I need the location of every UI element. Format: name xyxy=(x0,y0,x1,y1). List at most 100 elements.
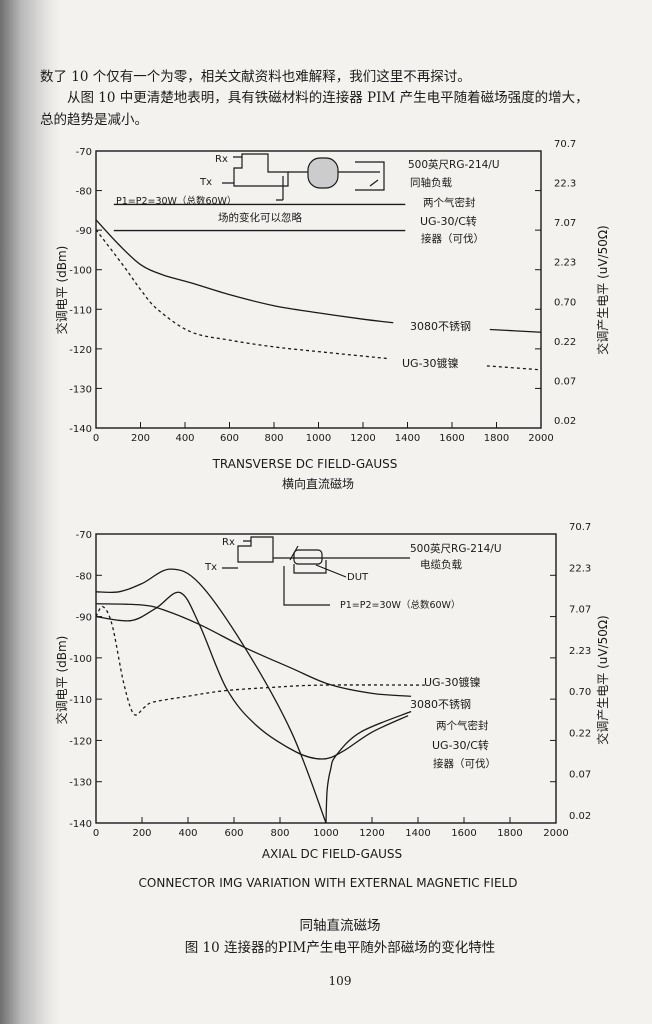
x-tick-label: 200 xyxy=(132,828,151,839)
y-axis-title-right: 交调产生电平 (uV/50Ω) xyxy=(595,615,610,744)
y-tick-label: -90 xyxy=(76,613,92,624)
connector-label-3: 接器（可伐） xyxy=(433,757,496,770)
x-tick-label: 600 xyxy=(220,433,239,444)
y-tick-label-right: 22.3 xyxy=(569,563,591,574)
connector-label-1: 两个气密封 xyxy=(436,719,489,732)
page-number: 109 xyxy=(328,974,352,988)
figure-subcaption: 同轴直流磁场 xyxy=(299,918,381,934)
y-tick-label: -130 xyxy=(69,384,92,395)
x-tick-label: 2000 xyxy=(543,828,568,839)
series-line-0 xyxy=(489,328,542,333)
series-line-1 xyxy=(95,229,390,360)
connector-label-3: 接器（可伐） xyxy=(421,232,484,245)
label-ug30: UG-30镀镍 xyxy=(402,356,459,370)
paragraph-line-3: 总的趋势是减小。 xyxy=(40,112,148,128)
y-tick-label-right: 0.07 xyxy=(554,376,576,387)
chart-title: CONNECTOR IMG VARIATION WITH EXTERNAL MA… xyxy=(139,876,518,890)
y-tick-label: -110 xyxy=(69,305,92,316)
setup-diagram-2 xyxy=(222,536,410,606)
x-tick-label: 800 xyxy=(270,828,289,839)
y-tick-label-right: 7.07 xyxy=(554,218,576,229)
y-tick-label-right: 22.3 xyxy=(554,179,576,190)
connector-label-2: UG-30/C转 xyxy=(420,214,477,228)
x-tick-label: 200 xyxy=(131,433,150,444)
tx-label: Tx xyxy=(204,562,217,573)
x-tick-label: 1600 xyxy=(451,828,476,839)
y-tick-label-right: 2.23 xyxy=(554,258,576,269)
y-tick-label: -100 xyxy=(69,266,92,277)
power-label: P1=P2=30W（总数60W） xyxy=(340,599,460,611)
series-line-0 xyxy=(325,710,412,824)
x-tick-label: 1800 xyxy=(484,433,509,444)
chart-transverse: Rx Tx P1=P2=30W（总数60W） 500英尺RG-214/U 同轴负… xyxy=(54,139,610,491)
connector-label-1: 两个气密封 xyxy=(423,196,476,209)
x-axis-title: TRANSVERSE DC FIELD-GAUSS xyxy=(212,457,398,471)
series-line-0 xyxy=(95,219,394,324)
rx-label: Rx xyxy=(222,537,235,548)
x-tick-label: 600 xyxy=(224,828,243,839)
y-tick-label-right: 0.02 xyxy=(569,811,591,822)
y-tick-label: -140 xyxy=(69,819,92,830)
x-tick-label: 0 xyxy=(93,828,99,839)
x-tick-label: 800 xyxy=(264,433,283,444)
y-tick-label-right: 0.22 xyxy=(569,728,591,739)
setup-diagram-1 xyxy=(222,153,385,201)
y-tick-label: -80 xyxy=(76,187,92,198)
y-tick-label: -80 xyxy=(76,571,92,582)
y-tick-label-right: 70.7 xyxy=(554,139,576,150)
dut-label: DUT xyxy=(347,572,369,583)
page-gutter-shadow xyxy=(0,0,60,1024)
x-tick-label: 400 xyxy=(175,433,194,444)
rx-label: Rx xyxy=(215,154,228,165)
connector-label-2: UG-30/C转 xyxy=(432,738,489,752)
y-tick-label: -120 xyxy=(69,345,92,356)
x-axis-title: AXIAL DC FIELD-GAUSS xyxy=(262,847,402,861)
series-line-3 xyxy=(95,605,425,716)
y-tick-label-right: 0.70 xyxy=(554,297,576,308)
y-tick-label: -90 xyxy=(76,226,92,237)
series-line-1 xyxy=(95,591,409,760)
y-axis-title-right: 交调产生电平 (uV/50Ω) xyxy=(595,225,610,354)
chart-axial: Rx Tx DUT P1=P2=30W（总数60W） 500英尺RG-214/U… xyxy=(54,522,610,890)
x-tick-label: 1200 xyxy=(350,433,375,444)
x-tick-label: 1600 xyxy=(439,433,464,444)
x-tick-label: 400 xyxy=(178,828,197,839)
label-ug30: UG-30镀镍 xyxy=(424,675,481,689)
series-line-0 xyxy=(95,568,327,824)
label-3080: 3080不锈钢 xyxy=(410,698,471,711)
x-tick-label: 1400 xyxy=(395,433,420,444)
x-tick-label: 1000 xyxy=(306,433,331,444)
y-tick-label-right: 0.22 xyxy=(554,337,576,348)
y-tick-label: -70 xyxy=(76,147,92,158)
power-label: P1=P2=30W（总数60W） xyxy=(116,195,236,207)
y-tick-label-right: 0.02 xyxy=(554,416,576,427)
y-tick-label: -70 xyxy=(76,530,92,541)
load-label-2: 同轴负载 xyxy=(410,176,452,189)
paragraph-line-1: 数了 10 个仅有一个为零，相关文献资料也难解释，我们这里不再探讨。 xyxy=(40,69,471,85)
x-tick-label: 1400 xyxy=(405,828,430,839)
load-label-2: 电缆负载 xyxy=(420,558,462,571)
x-axis-title-cn: 横向直流磁场 xyxy=(282,476,354,491)
y-tick-label-right: 0.07 xyxy=(569,770,591,781)
x-tick-label: 0 xyxy=(93,433,99,444)
y-tick-label-right: 7.07 xyxy=(569,605,591,616)
y-tick-label: -110 xyxy=(69,695,92,706)
plot-frame xyxy=(95,150,542,429)
y-axis-title: 交调电平 (dBm) xyxy=(54,246,69,335)
x-tick-label: 1000 xyxy=(313,828,338,839)
y-tick-label-right: 2.23 xyxy=(569,646,591,657)
y-tick-label-right: 0.70 xyxy=(569,687,591,698)
load-label-1: 500英尺RG-214/U xyxy=(410,542,502,555)
figure-caption: 图 10 连接器的PIM产生电平随外部磁场的变化特性 xyxy=(184,940,496,956)
tx-label: Tx xyxy=(199,177,212,188)
load-label-1: 500英尺RG-214/U xyxy=(408,158,500,171)
neglect-label: 场的变化可以忽略 xyxy=(218,211,302,224)
x-tick-label: 1200 xyxy=(359,828,384,839)
y-tick-label: -130 xyxy=(69,778,92,789)
x-tick-label: 1800 xyxy=(497,828,522,839)
paragraph-line-2: 从图 10 中更清楚地表明，具有铁磁材料的连接器 PIM 产生电平随着磁场强度的… xyxy=(40,90,589,106)
y-axis-title: 交调电平 (dBm) xyxy=(54,636,69,725)
y-tick-label: -100 xyxy=(69,654,92,665)
y-tick-label: -140 xyxy=(69,424,92,435)
